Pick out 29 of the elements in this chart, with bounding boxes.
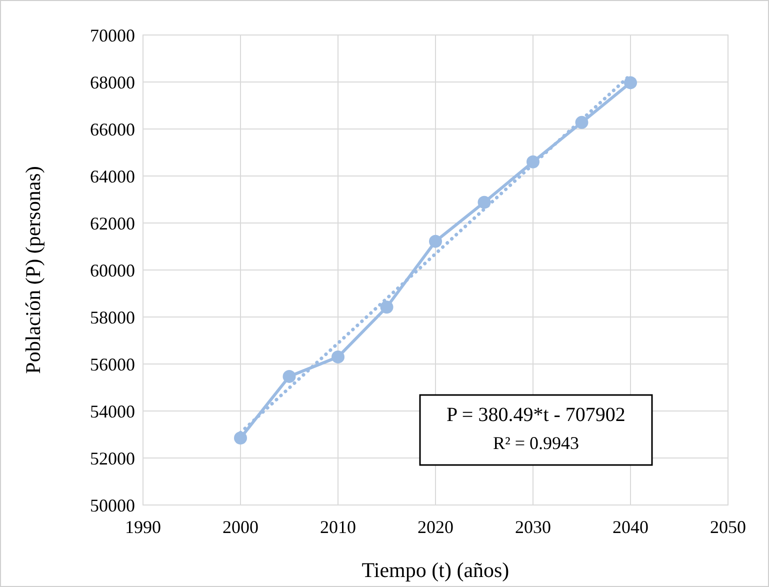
- x-tick-label: 2030: [515, 517, 551, 537]
- point: [234, 432, 247, 445]
- y-tick-label: 70000: [90, 25, 135, 46]
- y-tick-label: 60000: [90, 260, 135, 280]
- x-tick-label: 2020: [418, 517, 454, 537]
- y-tick-label: 64000: [90, 166, 135, 186]
- x-tick-label: 2040: [612, 517, 648, 537]
- point: [624, 76, 637, 90]
- x-tick-label: 2010: [320, 517, 356, 537]
- point: [429, 234, 442, 248]
- x-tick-label: 2000: [222, 517, 258, 537]
- y-tick-label: 52000: [90, 448, 135, 468]
- point: [478, 196, 491, 209]
- point: [380, 300, 394, 314]
- y-tick-label: 68000: [90, 72, 135, 92]
- x-tick-label: 1990: [125, 517, 161, 537]
- point: [332, 350, 344, 364]
- point: [282, 370, 296, 383]
- y-axis-title: Población (P) (personas): [21, 166, 45, 374]
- y-tick-label: 66000: [90, 119, 135, 140]
- annotation: P = 380.49*t - 707902: [446, 404, 626, 426]
- y-tick-label: 50000: [90, 495, 135, 516]
- annotation: R² = 0.9943: [492, 433, 580, 453]
- x-axis-title: Tiempo (t) (años): [362, 558, 510, 582]
- y-tick-label: 62000: [90, 213, 135, 234]
- y-tick-label: 58000: [90, 307, 135, 328]
- x-tick-label: 2050: [710, 517, 746, 537]
- y-tick-label: 56000: [90, 354, 135, 374]
- y-tick-label: 54000: [90, 401, 135, 422]
